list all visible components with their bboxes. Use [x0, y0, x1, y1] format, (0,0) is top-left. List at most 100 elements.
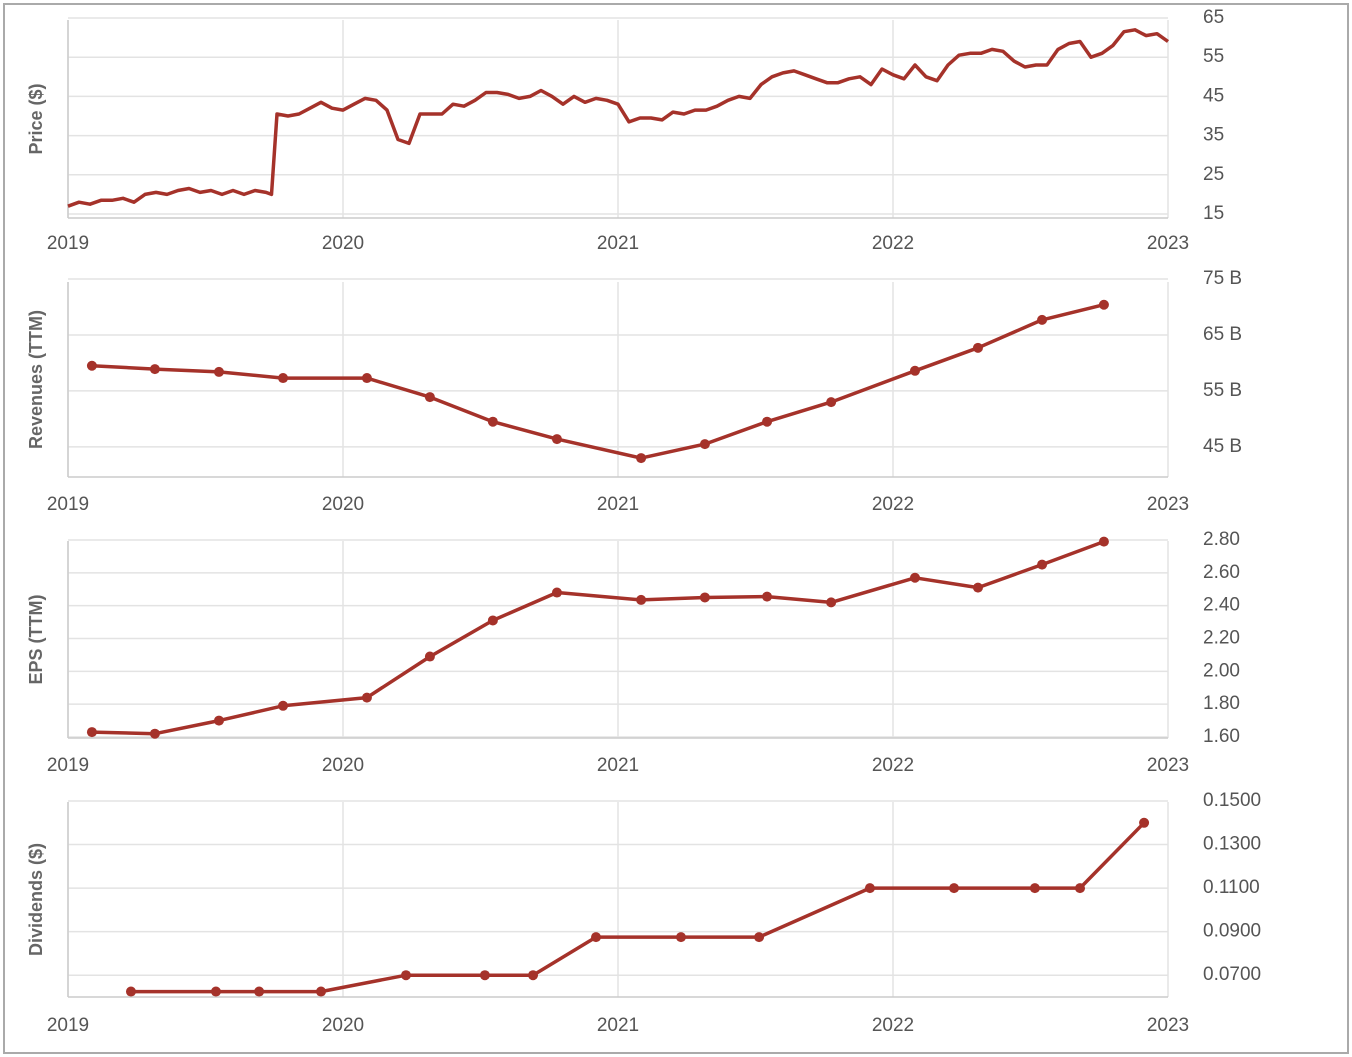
x-tick-label: 2020	[322, 1015, 364, 1036]
data-point	[699, 592, 710, 603]
data-point	[762, 591, 773, 602]
y-tick-label: 15	[1203, 203, 1224, 224]
y-axis-title: Dividends ($)	[26, 843, 46, 956]
price-line	[91, 303, 1105, 460]
x-tick-label: 2022	[872, 494, 914, 515]
y-tick-label: 1.60	[1203, 726, 1240, 747]
data-point	[675, 932, 686, 943]
data-point	[361, 373, 372, 384]
x-tick-label: 2023	[1147, 1015, 1189, 1036]
y-tick-label: 2.20	[1203, 628, 1240, 649]
x-tick-label: 2023	[1147, 755, 1189, 776]
y-axis-title: EPS (TTM)	[26, 595, 46, 685]
y-axis-title: Revenues (TTM)	[26, 310, 46, 449]
y-tick-label: 25	[1203, 164, 1224, 185]
price-line	[91, 539, 1105, 736]
x-tick-label: 2023	[1147, 233, 1189, 254]
x-tick-label: 2019	[47, 494, 89, 515]
x-tick-label: 2019	[47, 233, 89, 254]
data-point	[636, 453, 647, 464]
y-tick-label: 0.1300	[1203, 834, 1261, 855]
data-point	[278, 373, 289, 384]
y-tick-label: 2.80	[1203, 529, 1240, 550]
y-tick-label: 65	[1203, 7, 1224, 28]
y-tick-label: 0.1100	[1203, 877, 1260, 898]
data-point	[1029, 883, 1040, 894]
y-tick-label: 0.0700	[1203, 964, 1261, 985]
data-point	[86, 360, 97, 371]
data-point	[487, 615, 498, 626]
data-point	[528, 970, 539, 981]
data-point	[1139, 817, 1150, 828]
data-point	[1037, 559, 1048, 570]
x-tick-label: 2023	[1147, 494, 1189, 515]
data-point	[864, 883, 875, 894]
x-tick-label: 2022	[872, 233, 914, 254]
data-point	[551, 434, 562, 445]
y-tick-label: 65 B	[1203, 324, 1242, 345]
data-point	[125, 986, 136, 997]
x-tick-label: 2019	[47, 1015, 89, 1036]
x-tick-label: 2021	[597, 494, 639, 515]
y-tick-label: 35	[1203, 125, 1224, 146]
y-tick-label: 2.00	[1203, 660, 1240, 681]
data-point	[149, 728, 160, 739]
y-tick-label: 55 B	[1203, 380, 1242, 401]
data-point	[591, 932, 601, 943]
data-point	[1098, 536, 1109, 547]
data-point	[1037, 314, 1048, 325]
data-point	[213, 366, 224, 377]
data-point	[278, 700, 289, 711]
data-point	[910, 572, 920, 583]
data-point	[424, 392, 435, 403]
data-point	[86, 727, 97, 738]
y-axis-title: Price ($)	[26, 83, 46, 154]
y-tick-label: 55	[1203, 46, 1224, 67]
data-point	[479, 970, 490, 981]
data-point	[424, 651, 435, 662]
x-tick-label: 2022	[872, 755, 914, 776]
data-point	[972, 582, 983, 593]
data-point	[1098, 299, 1109, 310]
y-tick-label: 2.60	[1203, 562, 1240, 583]
x-tick-label: 2021	[597, 755, 639, 776]
data-point	[826, 397, 837, 408]
data-point	[636, 594, 647, 605]
data-point	[487, 416, 498, 427]
data-point	[972, 342, 983, 353]
y-tick-label: 1.80	[1203, 693, 1240, 714]
data-point	[316, 986, 326, 997]
x-tick-label: 2021	[597, 233, 639, 254]
data-point	[551, 587, 562, 598]
y-tick-label: 2.40	[1203, 595, 1240, 616]
y-tick-label: 0.0900	[1203, 921, 1261, 942]
data-point	[149, 364, 160, 375]
data-point	[213, 715, 224, 726]
y-tick-label: 0.1500	[1203, 790, 1261, 811]
outer-border	[3, 3, 1349, 1054]
y-tick-label: 45 B	[1203, 436, 1242, 457]
data-point	[754, 932, 765, 943]
y-tick-label: 45	[1203, 85, 1224, 106]
x-tick-label: 2022	[872, 1015, 914, 1036]
price-line	[131, 821, 1146, 994]
data-point	[826, 597, 837, 608]
data-point	[1075, 883, 1085, 894]
x-tick-label: 2020	[322, 233, 364, 254]
data-point	[762, 416, 773, 427]
price-line	[67, 28, 1170, 208]
data-point	[699, 439, 710, 450]
x-tick-label: 2019	[47, 755, 89, 776]
data-point	[361, 692, 372, 703]
data-point	[949, 883, 960, 894]
x-tick-label: 2020	[322, 494, 364, 515]
data-point	[210, 986, 221, 997]
y-tick-label: 75 B	[1203, 268, 1242, 289]
data-point	[910, 365, 920, 376]
x-tick-label: 2021	[597, 1015, 639, 1036]
data-point	[254, 986, 265, 997]
x-tick-label: 2020	[322, 755, 364, 776]
data-point	[400, 970, 411, 981]
